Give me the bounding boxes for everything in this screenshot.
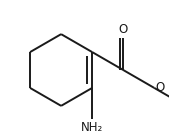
Text: O: O bbox=[156, 81, 165, 94]
Text: O: O bbox=[119, 23, 128, 36]
Text: NH₂: NH₂ bbox=[81, 121, 103, 134]
